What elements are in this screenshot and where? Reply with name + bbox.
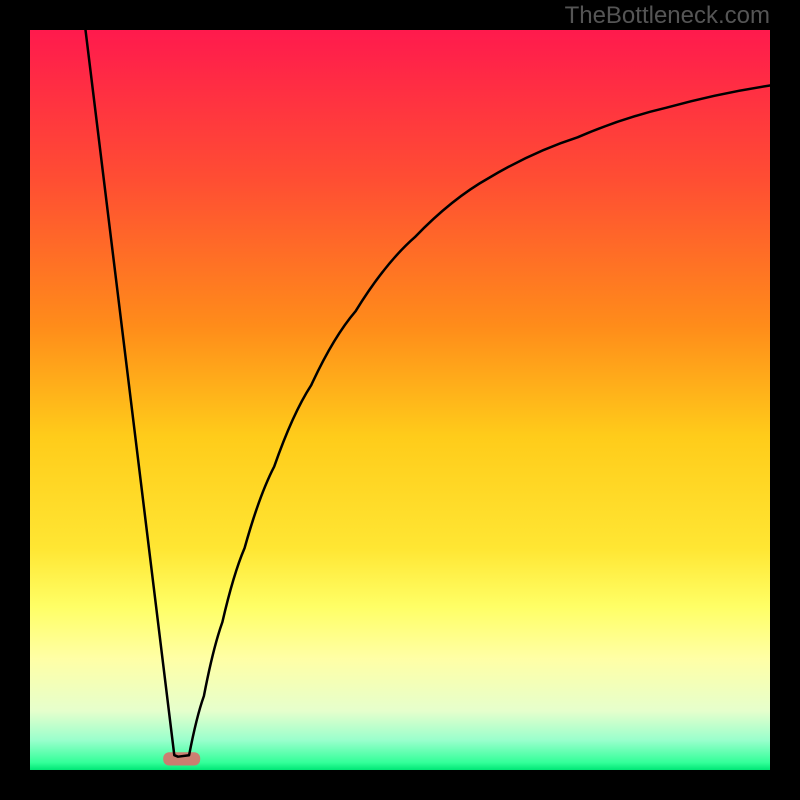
chart-frame: TheBottleneck.com [0,0,800,800]
bottleneck-marker [163,752,200,765]
gradient-background [30,30,770,770]
plot-area [30,30,770,770]
chart-svg [30,30,770,770]
watermark-text: TheBottleneck.com [565,2,770,30]
